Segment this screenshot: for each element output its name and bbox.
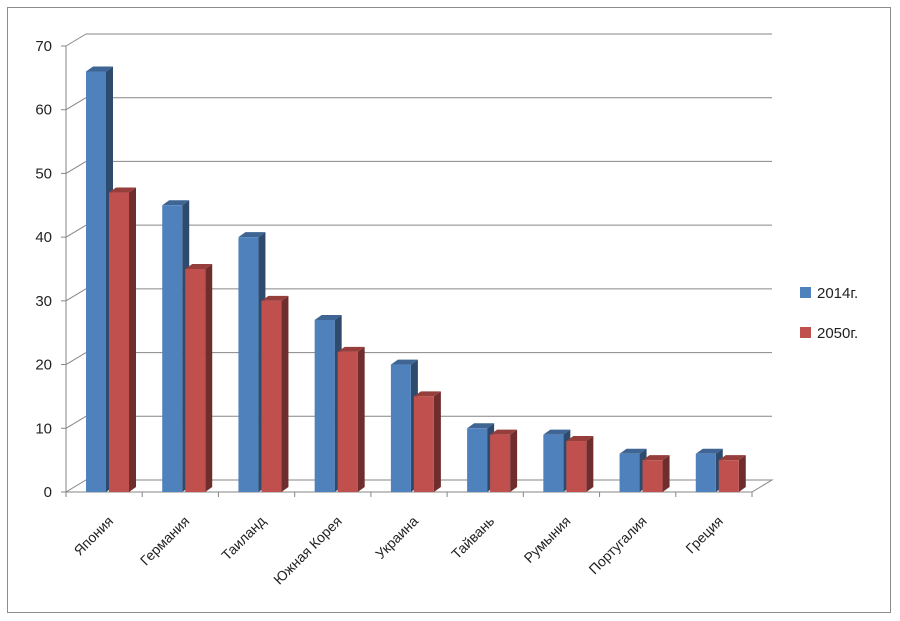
y-tick-label: 70 (35, 38, 52, 55)
y-tick-label: 40 (35, 229, 52, 246)
bar (86, 71, 106, 492)
gridline-side (65, 288, 87, 302)
bar-top (718, 455, 746, 461)
bar (261, 300, 282, 492)
bar (490, 434, 511, 492)
x-tick-label: Греция (682, 513, 726, 557)
bar-top (238, 232, 266, 238)
bar (718, 460, 739, 492)
gridline-side (65, 97, 87, 111)
bar (642, 460, 663, 492)
bar-side (281, 295, 289, 492)
bar-top (162, 200, 190, 206)
bar (337, 351, 358, 492)
y-tick-label: 0 (44, 484, 52, 501)
x-tick-label: Япония (71, 513, 117, 559)
bar-side (129, 187, 136, 493)
x-tick-label: Португалия (585, 513, 649, 577)
legend-label: 2050г. (817, 325, 858, 342)
gridline-side (65, 33, 87, 47)
bar-side (205, 264, 213, 492)
bar (566, 441, 587, 492)
bar-side (433, 391, 441, 492)
bar (695, 453, 716, 492)
bar-side (357, 346, 365, 492)
bar-top (642, 455, 670, 461)
legend-swatch (800, 287, 811, 298)
x-tick-label: Германия (137, 513, 193, 569)
bar-top (413, 391, 441, 397)
bar (390, 364, 411, 492)
bar-top (490, 429, 518, 435)
bar-top (566, 436, 594, 442)
y-tick-label: 10 (35, 420, 52, 437)
bar-top (390, 359, 418, 365)
gridline-side (65, 415, 87, 429)
bar-side (662, 455, 670, 492)
bar (543, 434, 564, 492)
bar-top (185, 264, 213, 269)
bar-side (738, 455, 746, 492)
bar-top (467, 423, 495, 429)
bar (238, 237, 259, 492)
bar-top (261, 295, 289, 301)
bar-side (586, 436, 594, 492)
bar (413, 396, 434, 492)
bar-top (86, 66, 113, 72)
bar (619, 453, 640, 492)
bar-top (695, 448, 723, 454)
y-tick-label: 60 (35, 102, 52, 119)
x-tick-label: Таиланд (218, 513, 268, 563)
bar (185, 269, 206, 492)
gridline-side (65, 224, 87, 238)
legend-swatch (800, 327, 811, 338)
gridline-side (65, 352, 87, 366)
x-tick-label: Румыния (521, 513, 574, 566)
bar-top (619, 448, 647, 454)
bar-top (543, 429, 571, 435)
legend-label: 2014г. (817, 285, 858, 302)
bar-side (510, 429, 518, 492)
chart-frame (7, 7, 891, 613)
bar-top (314, 314, 342, 320)
bar-top (337, 346, 365, 352)
bar (109, 192, 129, 493)
y-tick-label: 30 (35, 293, 52, 310)
bar-top (109, 187, 136, 193)
y-tick-label: 50 (35, 165, 52, 182)
gridline-side (65, 160, 87, 174)
y-tick-label: 20 (35, 357, 52, 374)
bar (467, 428, 488, 492)
bar (314, 319, 335, 492)
x-tick-label: Украина (372, 513, 421, 562)
bar (162, 205, 183, 493)
x-tick-label: Южная Корея (270, 513, 345, 588)
x-tick-label: Тайвань (448, 513, 497, 562)
